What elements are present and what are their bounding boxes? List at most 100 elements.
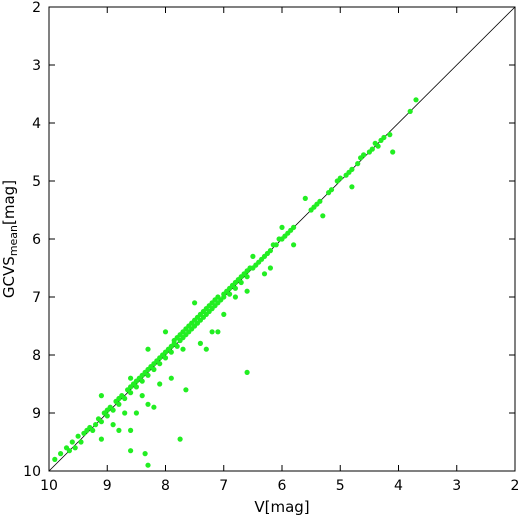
y-axis-label: GCVSmean[mag] (0, 180, 20, 298)
x-tick-label: 5 (336, 478, 345, 494)
data-point (387, 132, 393, 138)
data-point (110, 407, 116, 413)
data-point (75, 433, 81, 439)
x-tick-label: 8 (161, 478, 170, 494)
x-tick-label: 3 (452, 478, 461, 494)
data-point (157, 361, 163, 367)
data-point (104, 413, 110, 419)
data-point (145, 401, 151, 407)
data-point (168, 375, 174, 381)
data-point (244, 288, 250, 294)
y-tick-label: 10 (23, 464, 41, 480)
data-point (361, 152, 367, 158)
data-point (221, 311, 227, 317)
data-point (261, 271, 268, 277)
data-point (122, 410, 128, 416)
data-point (250, 253, 256, 259)
data-point (413, 97, 419, 103)
x-tick-label: 7 (219, 478, 228, 494)
data-point (267, 265, 273, 271)
data-point (78, 439, 84, 445)
y-tick-label: 8 (32, 348, 41, 364)
data-point (279, 224, 285, 230)
x-axis: 10 9 8 7 6 5 4 3 2 (40, 7, 519, 494)
data-point (174, 343, 180, 349)
data-point (328, 187, 335, 193)
data-point (337, 175, 343, 181)
data-point (145, 346, 151, 352)
data-point (349, 166, 355, 172)
x-tick-label: 10 (40, 478, 58, 494)
data-point (232, 294, 238, 300)
y-tick-label: 9 (32, 406, 41, 422)
data-point (133, 410, 139, 416)
data-point (145, 462, 151, 468)
data-point (192, 300, 198, 306)
data-point (93, 422, 99, 428)
data-point (320, 213, 326, 219)
y-axis-label-subscript: mean (7, 225, 20, 256)
x-tick-label: 6 (278, 478, 287, 494)
y-tick-label: 3 (32, 58, 41, 74)
data-point (66, 448, 72, 454)
data-point (197, 340, 203, 346)
data-point (72, 445, 78, 451)
data-point (349, 184, 355, 190)
data-point (116, 401, 122, 407)
data-point (128, 427, 134, 433)
x-tick-label: 4 (394, 478, 403, 494)
data-point (291, 242, 297, 248)
y-tick-label: 6 (32, 232, 41, 248)
data-point (215, 329, 221, 335)
data-point (183, 387, 189, 393)
data-point (116, 427, 122, 433)
data-point (203, 346, 209, 352)
data-point (98, 436, 104, 442)
data-point (390, 149, 396, 155)
data-point (355, 161, 361, 167)
data-point (302, 195, 308, 201)
x-axis-label: V[mag] (254, 498, 309, 516)
data-point (369, 146, 375, 152)
y-axis-label-main: GCVS (0, 256, 18, 298)
data-point (238, 279, 244, 286)
data-point (110, 422, 116, 428)
data-point (381, 134, 387, 141)
data-point (267, 248, 273, 254)
data-point (142, 451, 148, 457)
data-point (58, 451, 64, 457)
data-point (180, 346, 186, 352)
data-point (151, 366, 157, 373)
data-point (98, 419, 104, 425)
data-point (162, 329, 169, 335)
y-tick-label: 5 (32, 174, 41, 190)
data-point (375, 143, 381, 149)
data-point (128, 448, 134, 454)
data-point (291, 224, 297, 230)
data-point (157, 381, 163, 387)
x-tick-label: 9 (103, 478, 112, 494)
data-point (133, 384, 139, 390)
y-tick-label: 4 (32, 116, 41, 132)
data-point (90, 427, 96, 433)
data-point (209, 329, 215, 335)
data-point (128, 375, 134, 381)
data-point (52, 456, 58, 462)
data-point (273, 242, 279, 248)
data-point (139, 378, 145, 384)
data-point (317, 198, 323, 204)
data-point (168, 349, 174, 355)
x-tick-label: 2 (511, 478, 520, 494)
points-layer (52, 97, 419, 468)
data-point (122, 395, 128, 402)
data-point (407, 108, 413, 114)
data-point (177, 436, 183, 442)
data-point (232, 285, 238, 291)
data-point (227, 291, 233, 297)
y-tick-label: 2 (32, 0, 41, 16)
data-point (69, 439, 75, 445)
data-point (98, 393, 104, 399)
data-point (139, 393, 145, 399)
data-point (244, 369, 250, 375)
